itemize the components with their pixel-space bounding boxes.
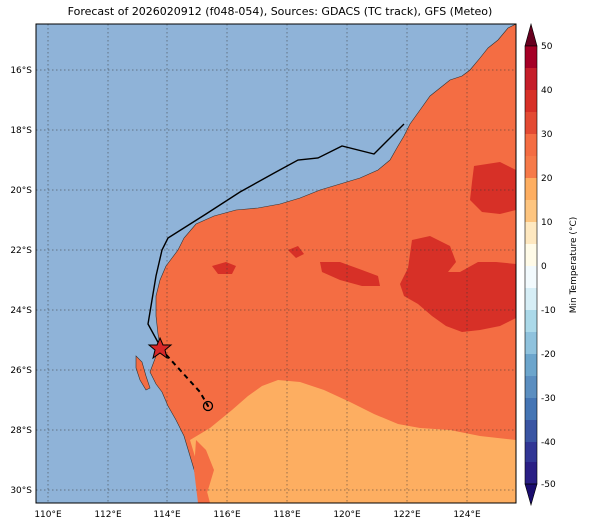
colorbar-segment: [525, 462, 537, 484]
colorbar-tick: 10: [541, 218, 553, 228]
lat-label: 20°S: [10, 186, 32, 196]
colorbar-tick: -30: [541, 394, 556, 404]
colorbar-tick: -20: [541, 350, 556, 360]
colorbar: 50 40 30 20 10 0 -10 -20 -30 -40 -50 Min…: [524, 22, 579, 507]
colorbar-segment: [525, 398, 537, 420]
map-title: Forecast of 2026020912 (f048-054), Sourc…: [67, 5, 493, 18]
lon-label: 112°E: [94, 510, 122, 520]
hot-patch-east: [400, 236, 516, 332]
colorbar-segment: [525, 178, 537, 200]
colorbar-segment: [525, 200, 537, 222]
colorbar-segment: [525, 46, 537, 68]
tc-forecast-position-dot: [207, 405, 209, 407]
lon-label: 110°E: [34, 510, 62, 520]
colorbar-tick: -50: [541, 480, 556, 490]
colorbar-segment: [525, 266, 537, 288]
colorbar-segment: [525, 222, 537, 244]
colorbar-tick: -10: [541, 306, 556, 316]
tc-track-observed: [147, 123, 405, 347]
lat-ticks: 16°S 18°S 20°S 22°S 24°S 26°S 28°S 30°S: [10, 66, 32, 496]
lon-label: 122°E: [393, 510, 421, 520]
colorbar-frame: [524, 45, 538, 485]
colorbar-label: Min Temperature (°C): [569, 217, 579, 314]
lat-label: 28°S: [10, 426, 32, 436]
colorbar-tick: 50: [541, 42, 553, 52]
tc-track-forecast: [159, 347, 209, 407]
tc-current-position-star: [147, 336, 173, 360]
colorbar-segment: [525, 310, 537, 332]
lon-label: 120°E: [333, 510, 361, 520]
lon-label: 116°E: [213, 510, 241, 520]
colorbar-top-arrow: [524, 22, 538, 47]
colorbar-segment: [525, 112, 537, 134]
colorbar-segment: [525, 68, 537, 90]
hot-patch-west: [212, 262, 236, 274]
colorbar-tick: -40: [541, 438, 556, 448]
lon-label: 118°E: [273, 510, 301, 520]
land-cool-area: [190, 380, 516, 503]
colorbar-segment: [525, 134, 537, 156]
lon-label: 114°E: [153, 510, 181, 520]
colorbar-segment: [525, 354, 537, 376]
tc-forecast-position-circle: [202, 400, 214, 412]
colorbar-segment: [525, 90, 537, 112]
colorbar-segment: [525, 288, 537, 310]
lat-label: 22°S: [10, 246, 32, 256]
lat-label: 24°S: [10, 306, 32, 316]
colorbar-segment: [525, 244, 537, 266]
lon-label: 124°E: [453, 510, 481, 520]
colorbar-segment: [525, 376, 537, 398]
colorbar-tick: 30: [541, 130, 553, 140]
colorbar-segment: [525, 420, 537, 442]
lat-label: 18°S: [10, 126, 32, 136]
lat-label: 30°S: [10, 486, 32, 496]
hot-patch-ne: [470, 162, 516, 214]
colorbar-tick: 20: [541, 174, 553, 184]
lat-label: 16°S: [10, 66, 32, 76]
colorbar-bottom-arrow: [524, 483, 538, 507]
map-frame: [35, 23, 517, 504]
colorbar-tick: 40: [541, 86, 553, 96]
colorbar-tick: 0: [541, 262, 547, 272]
lon-ticks: 110°E 112°E 114°E 116°E 118°E 120°E 122°…: [34, 510, 481, 520]
lat-label: 26°S: [10, 366, 32, 376]
colorbar-segment: [525, 156, 537, 178]
colorbar-segment: [525, 332, 537, 354]
hot-patch-center: [320, 262, 380, 286]
colorbar-segment: [525, 442, 537, 462]
hot-patch-small: [288, 246, 304, 258]
graticule: [36, 24, 516, 503]
land-cool-tongue: [194, 440, 214, 503]
